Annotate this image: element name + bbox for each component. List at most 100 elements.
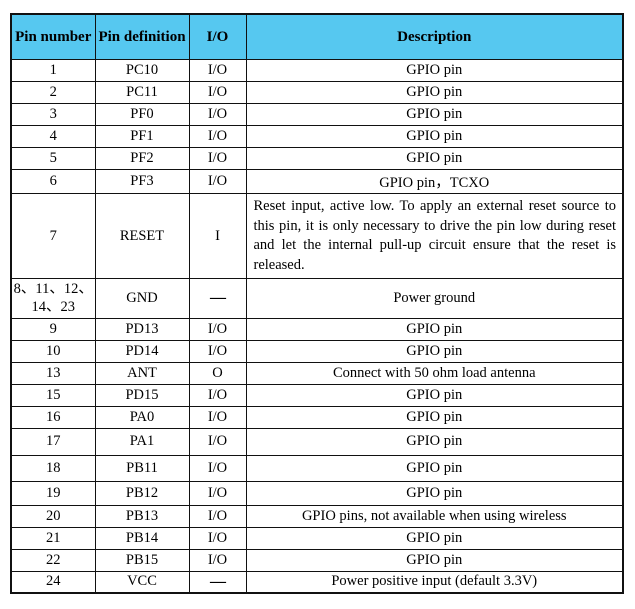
table-row: 13 ANT O Connect with 50 ohm load antenn… — [10, 361, 624, 385]
cell-description: GPIO pin — [245, 81, 624, 104]
cell-description: GPIO pin — [245, 548, 624, 572]
cell-pin-number: 21 — [10, 526, 96, 550]
column-header-pin-definition: Pin definition — [94, 13, 190, 60]
table-row: 15 PD15 I/O GPIO pin — [10, 383, 624, 407]
cell-io: I/O — [188, 103, 247, 126]
cell-description: GPIO pin — [245, 339, 624, 363]
cell-io: I/O — [188, 169, 247, 194]
cell-pin-number: 17 — [10, 427, 96, 456]
cell-io: I — [188, 192, 247, 280]
cell-description: GPIO pin，TCXO — [245, 169, 624, 194]
cell-pin-number: 20 — [10, 504, 96, 528]
cell-io: I/O — [188, 317, 247, 341]
cell-io: I/O — [188, 59, 247, 82]
table-row: 9 PD13 I/O GPIO pin — [10, 317, 624, 341]
cell-pin-definition: PF2 — [94, 147, 190, 170]
cell-io: O — [188, 361, 247, 385]
cell-pin-definition: PF3 — [94, 169, 190, 194]
cell-io: I/O — [188, 383, 247, 407]
column-header-io: I/O — [188, 13, 247, 60]
cell-io: I/O — [188, 405, 247, 429]
cell-pin-definition: VCC — [94, 570, 190, 594]
table-row: 22 PB15 I/O GPIO pin — [10, 548, 624, 572]
header-row: Pin number Pin definition I/O Descriptio… — [10, 13, 624, 60]
cell-pin-number: 7 — [10, 192, 96, 280]
cell-pin-definition: PF0 — [94, 103, 190, 126]
cell-description: GPIO pin — [245, 125, 624, 148]
cell-description: GPIO pin — [245, 317, 624, 341]
cell-pin-definition: PB12 — [94, 480, 190, 506]
cell-io: I/O — [188, 427, 247, 456]
pin-definition-table: Pin number Pin definition I/O Descriptio… — [10, 13, 624, 594]
cell-pin-definition: PB14 — [94, 526, 190, 550]
cell-pin-number: 19 — [10, 480, 96, 506]
cell-pin-definition: RESET — [94, 192, 190, 280]
cell-pin-number: 1 — [10, 59, 96, 82]
cell-description: Reset input, active low. To apply an ext… — [245, 192, 624, 280]
cell-pin-number: 16 — [10, 405, 96, 429]
cell-description: Power ground — [245, 278, 624, 319]
cell-pin-number: 24 — [10, 570, 96, 594]
table-row: 1 PC10 I/O GPIO pin — [10, 59, 624, 82]
cell-description: GPIO pin — [245, 454, 624, 482]
cell-pin-number: 15 — [10, 383, 96, 407]
cell-pin-definition: PA1 — [94, 427, 190, 456]
column-header-pin-number: Pin number — [10, 13, 96, 60]
table-row-gnd: 8、11、12、14、23 GND — Power ground — [10, 278, 624, 319]
cell-pin-number: 2 — [10, 81, 96, 104]
cell-io: — — [188, 570, 247, 594]
cell-pin-definition: PA0 — [94, 405, 190, 429]
column-header-description: Description — [245, 13, 624, 60]
cell-io: I/O — [188, 504, 247, 528]
cell-io: I/O — [188, 147, 247, 170]
cell-description: GPIO pin — [245, 405, 624, 429]
cell-pin-definition: PB15 — [94, 548, 190, 572]
table-row: 6 PF3 I/O GPIO pin，TCXO — [10, 169, 624, 194]
cell-description: GPIO pins, not available when using wire… — [245, 504, 624, 528]
cell-description: GPIO pin — [245, 480, 624, 506]
cell-pin-definition: PD13 — [94, 317, 190, 341]
cell-pin-definition: PB11 — [94, 454, 190, 482]
cell-io: I/O — [188, 480, 247, 506]
cell-description: GPIO pin — [245, 59, 624, 82]
cell-pin-definition: PD14 — [94, 339, 190, 363]
cell-io: I/O — [188, 339, 247, 363]
cell-pin-number: 18 — [10, 454, 96, 482]
table-row: 4 PF1 I/O GPIO pin — [10, 125, 624, 148]
cell-pin-definition: ANT — [94, 361, 190, 385]
table-row: 2 PC11 I/O GPIO pin — [10, 81, 624, 104]
table-row-reset: 7 RESET I Reset input, active low. To ap… — [10, 192, 624, 280]
cell-io: I/O — [188, 526, 247, 550]
cell-description: Connect with 50 ohm load antenna — [245, 361, 624, 385]
cell-pin-number: 13 — [10, 361, 96, 385]
cell-description: GPIO pin — [245, 103, 624, 126]
table-row: 19 PB12 I/O GPIO pin — [10, 480, 624, 506]
table-row: 5 PF2 I/O GPIO pin — [10, 147, 624, 170]
table-row: 10 PD14 I/O GPIO pin — [10, 339, 624, 363]
cell-description: GPIO pin — [245, 383, 624, 407]
cell-pin-number: 10 — [10, 339, 96, 363]
cell-pin-definition: GND — [94, 278, 190, 319]
cell-pin-definition: PC10 — [94, 59, 190, 82]
table-header: Pin number Pin definition I/O Descriptio… — [10, 13, 624, 60]
cell-pin-number: 4 — [10, 125, 96, 148]
table-row: 3 PF0 I/O GPIO pin — [10, 103, 624, 126]
cell-io: I/O — [188, 548, 247, 572]
cell-io: I/O — [188, 81, 247, 104]
cell-io: I/O — [188, 454, 247, 482]
table-row: 21 PB14 I/O GPIO pin — [10, 526, 624, 550]
table-row: 16 PA0 I/O GPIO pin — [10, 405, 624, 429]
cell-pin-number: 5 — [10, 147, 96, 170]
cell-pin-number: 8、11、12、14、23 — [10, 278, 96, 319]
table-row: 24 VCC — Power positive input (default 3… — [10, 570, 624, 594]
cell-pin-number: 9 — [10, 317, 96, 341]
cell-description: GPIO pin — [245, 147, 624, 170]
cell-pin-definition: PD15 — [94, 383, 190, 407]
table-row: 18 PB11 I/O GPIO pin — [10, 454, 624, 482]
table-row: 20 PB13 I/O GPIO pins, not available whe… — [10, 504, 624, 528]
cell-pin-definition: PC11 — [94, 81, 190, 104]
cell-pin-number: 22 — [10, 548, 96, 572]
table-row: 17 PA1 I/O GPIO pin — [10, 427, 624, 456]
cell-pin-definition: PF1 — [94, 125, 190, 148]
